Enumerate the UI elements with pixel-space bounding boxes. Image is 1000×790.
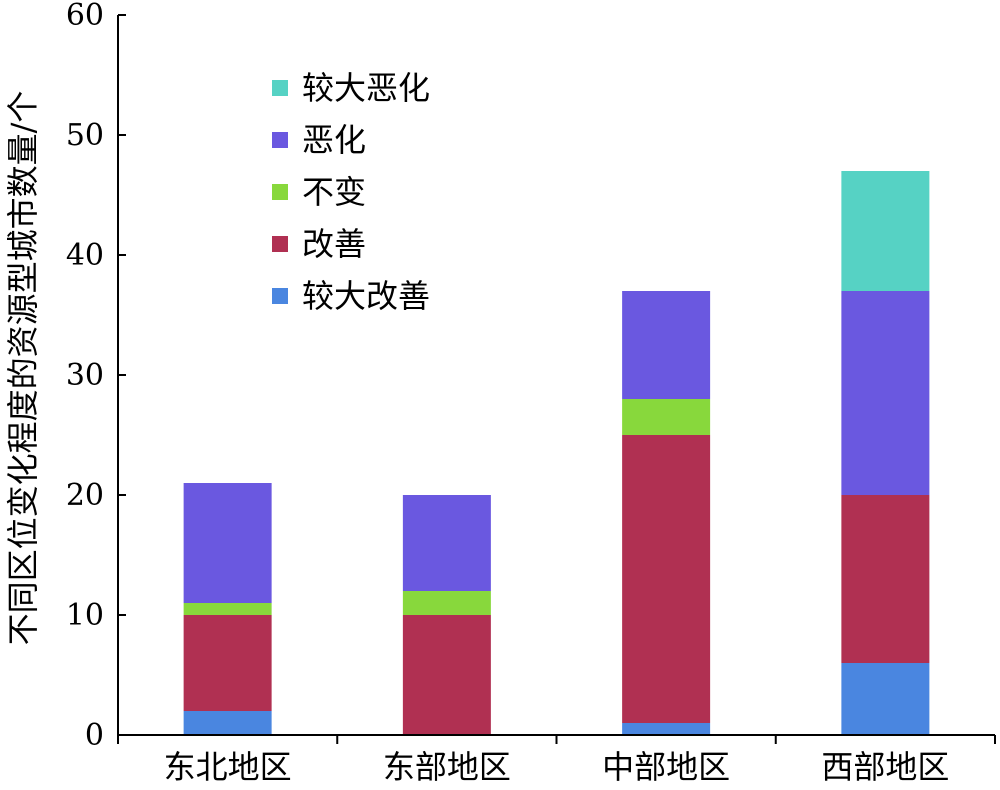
legend-label: 改善 — [302, 225, 366, 263]
bar-segment — [841, 171, 930, 291]
bar-segment — [841, 663, 930, 735]
x-tick-label: 东北地区 — [164, 748, 292, 786]
bar-segment — [183, 615, 272, 711]
legend-swatch — [272, 80, 288, 96]
y-tick-label: 40 — [66, 238, 104, 273]
y-tick-label: 0 — [85, 718, 104, 753]
legend-label: 较大恶化 — [302, 69, 430, 107]
bar-segment — [183, 711, 272, 735]
bar-segment — [183, 483, 272, 603]
bar-segment — [841, 291, 930, 495]
legend-label: 较大改善 — [302, 277, 430, 315]
y-tick-label: 30 — [66, 358, 104, 393]
bar-segment — [402, 495, 491, 591]
bar-segment — [402, 615, 491, 735]
bar-segment — [402, 591, 491, 615]
bars-group — [183, 171, 930, 735]
x-tick-label: 西部地区 — [821, 748, 949, 786]
legend-swatch — [272, 184, 288, 200]
bar-segment — [622, 399, 711, 435]
legend-swatch — [272, 132, 288, 148]
y-tick-label: 20 — [66, 478, 104, 513]
y-axis-title: 不同区位变化程度的资源型城市数量/个 — [4, 91, 42, 646]
axes-group: 0 10 20 30 40 50 60 东北地区 东部地区 中部地区 西部地区 — [66, 0, 996, 786]
bar-segment — [622, 291, 711, 399]
bar-segment — [622, 435, 711, 723]
bar-segment — [183, 603, 272, 615]
legend-label: 恶化 — [302, 121, 366, 159]
y-tick-label: 50 — [66, 118, 104, 153]
y-tick-label: 60 — [66, 0, 104, 33]
legend-label: 不变 — [302, 173, 366, 211]
x-tick-label: 东部地区 — [383, 748, 511, 786]
legend-swatch — [272, 236, 288, 252]
bar-segment — [622, 723, 711, 735]
x-tick-label: 中部地区 — [602, 748, 730, 786]
bar-segment — [841, 495, 930, 663]
y-tick-label: 10 — [66, 598, 104, 633]
legend-swatch — [272, 288, 288, 304]
